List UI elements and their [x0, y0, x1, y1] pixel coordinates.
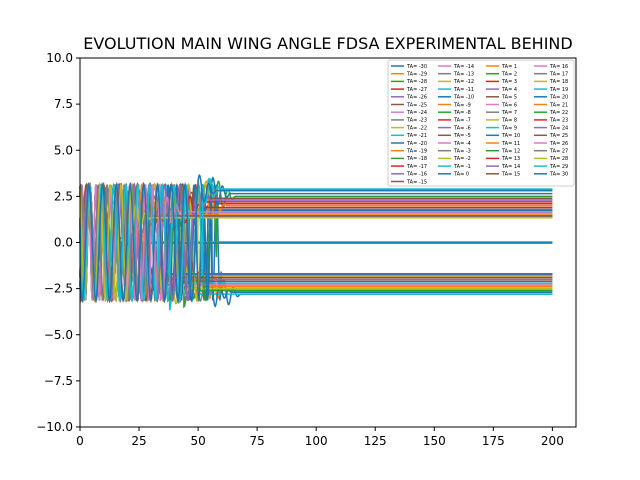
x-tick-label: 125: [364, 434, 387, 448]
legend-label: TA= -30: [406, 64, 427, 70]
legend-label: TA= -9: [453, 102, 471, 108]
legend-label: TA= 28: [549, 156, 568, 162]
x-tick-label: 150: [423, 434, 446, 448]
y-axis: −10.0 −7.5 −5.0 −2.5 0.0 2.5 5.0 7.5 10.0: [36, 51, 80, 434]
legend-label: TA= -11: [453, 87, 474, 93]
legend-label: TA= -13: [453, 72, 474, 78]
legend-label: TA= 6: [501, 102, 517, 108]
legend-label: TA= 2: [501, 72, 517, 78]
legend-label: TA= -29: [406, 72, 427, 78]
x-tick-label: 75: [250, 434, 265, 448]
legend-label: TA= -15: [406, 179, 427, 185]
series-line: [79, 183, 553, 302]
legend-label: TA= 17: [549, 72, 568, 78]
legend-box: [387, 59, 575, 187]
legend-label: TA= 27: [549, 149, 568, 155]
legend-label: TA= 15: [501, 172, 520, 178]
legend-label: TA= -16: [406, 172, 427, 178]
y-tick-label: −2.5: [44, 282, 73, 296]
x-tick-label: 100: [305, 434, 328, 448]
legend-label: TA= 16: [549, 64, 568, 70]
legend-label: TA= -12: [453, 79, 474, 85]
legend-label: TA= 29: [549, 164, 568, 170]
legend-label: TA= 4: [501, 87, 517, 93]
legend-label: TA= -28: [406, 79, 427, 85]
legend-label: TA= -5: [453, 133, 471, 139]
legend-label: TA= 20: [549, 95, 568, 101]
legend-label: TA= -17: [406, 164, 427, 170]
legend-label: TA= -8: [453, 110, 471, 116]
legend-label: TA= -25: [406, 102, 427, 108]
legend-label: TA= 1: [501, 64, 517, 70]
x-tick-label: 0: [76, 434, 84, 448]
y-tick-label: −7.5: [44, 374, 73, 388]
legend-label: TA= 9: [501, 125, 517, 131]
x-axis: 0 25 50 75 100 125 150 175 200: [76, 427, 564, 448]
legend-label: TA= -22: [406, 125, 427, 131]
legend-label: TA= 24: [549, 125, 568, 131]
legend-label: TA= 10: [501, 133, 520, 139]
legend-label: TA= 23: [549, 118, 568, 124]
legend-label: TA= 5: [501, 95, 517, 101]
legend-label: TA= 14: [501, 164, 520, 170]
series-line: [79, 182, 553, 303]
y-tick-label: −5.0: [44, 328, 73, 342]
legend-label: TA= 19: [549, 87, 568, 93]
legend-label: TA= -23: [406, 118, 427, 124]
legend-label: TA= -10: [453, 95, 474, 101]
series-layer: [79, 173, 553, 311]
legend-label: TA= 22: [549, 110, 568, 116]
legend-label: TA= -27: [406, 87, 427, 93]
legend-label: TA= 8: [501, 118, 517, 124]
y-tick-label: 2.5: [54, 189, 73, 203]
y-tick-label: 0.0: [54, 236, 73, 250]
legend-label: TA= -3: [453, 149, 471, 155]
legend-label: TA= -7: [453, 118, 471, 124]
legend-label: TA= 7: [501, 110, 517, 116]
y-tick-label: 10.0: [46, 51, 73, 65]
series-line: [79, 178, 553, 303]
x-tick-label: 25: [131, 434, 146, 448]
legend-label: TA= 25: [549, 133, 568, 139]
legend-label: TA= 13: [501, 156, 520, 162]
legend-label: TA= -6: [453, 125, 471, 131]
series-line: [79, 173, 553, 304]
y-tick-label: 5.0: [54, 143, 73, 157]
legend-label: TA= -20: [406, 141, 427, 147]
legend-label: TA= -19: [406, 149, 427, 155]
legend-label: TA= -24: [406, 110, 427, 116]
legend-label: TA= -4: [453, 141, 471, 147]
chart-title: EVOLUTION MAIN WING ANGLE FDSA EXPERIMEN…: [83, 34, 572, 53]
legend-label: TA= -18: [406, 156, 427, 162]
legend-label: TA= -21: [406, 133, 427, 139]
legend-label: TA= 12: [501, 149, 520, 155]
y-tick-label: 7.5: [54, 97, 73, 111]
y-tick-label: −10.0: [36, 420, 73, 434]
legend-label: TA= 18: [549, 79, 568, 85]
legend-label: TA= 0: [453, 172, 469, 178]
legend-label: TA= 21: [549, 102, 568, 108]
legend-label: TA= -1: [453, 164, 471, 170]
x-tick-label: 175: [482, 434, 505, 448]
legend-label: TA= -26: [406, 95, 427, 101]
legend-label: TA= -2: [453, 156, 471, 162]
legend-label: TA= 30: [549, 172, 568, 178]
legend-label: TA= 26: [549, 141, 568, 147]
x-tick-label: 50: [190, 434, 205, 448]
legend-label: TA= 3: [501, 79, 517, 85]
x-tick-label: 200: [541, 434, 564, 448]
legend-label: TA= 11: [501, 141, 520, 147]
legend-label: TA= -14: [453, 64, 474, 70]
